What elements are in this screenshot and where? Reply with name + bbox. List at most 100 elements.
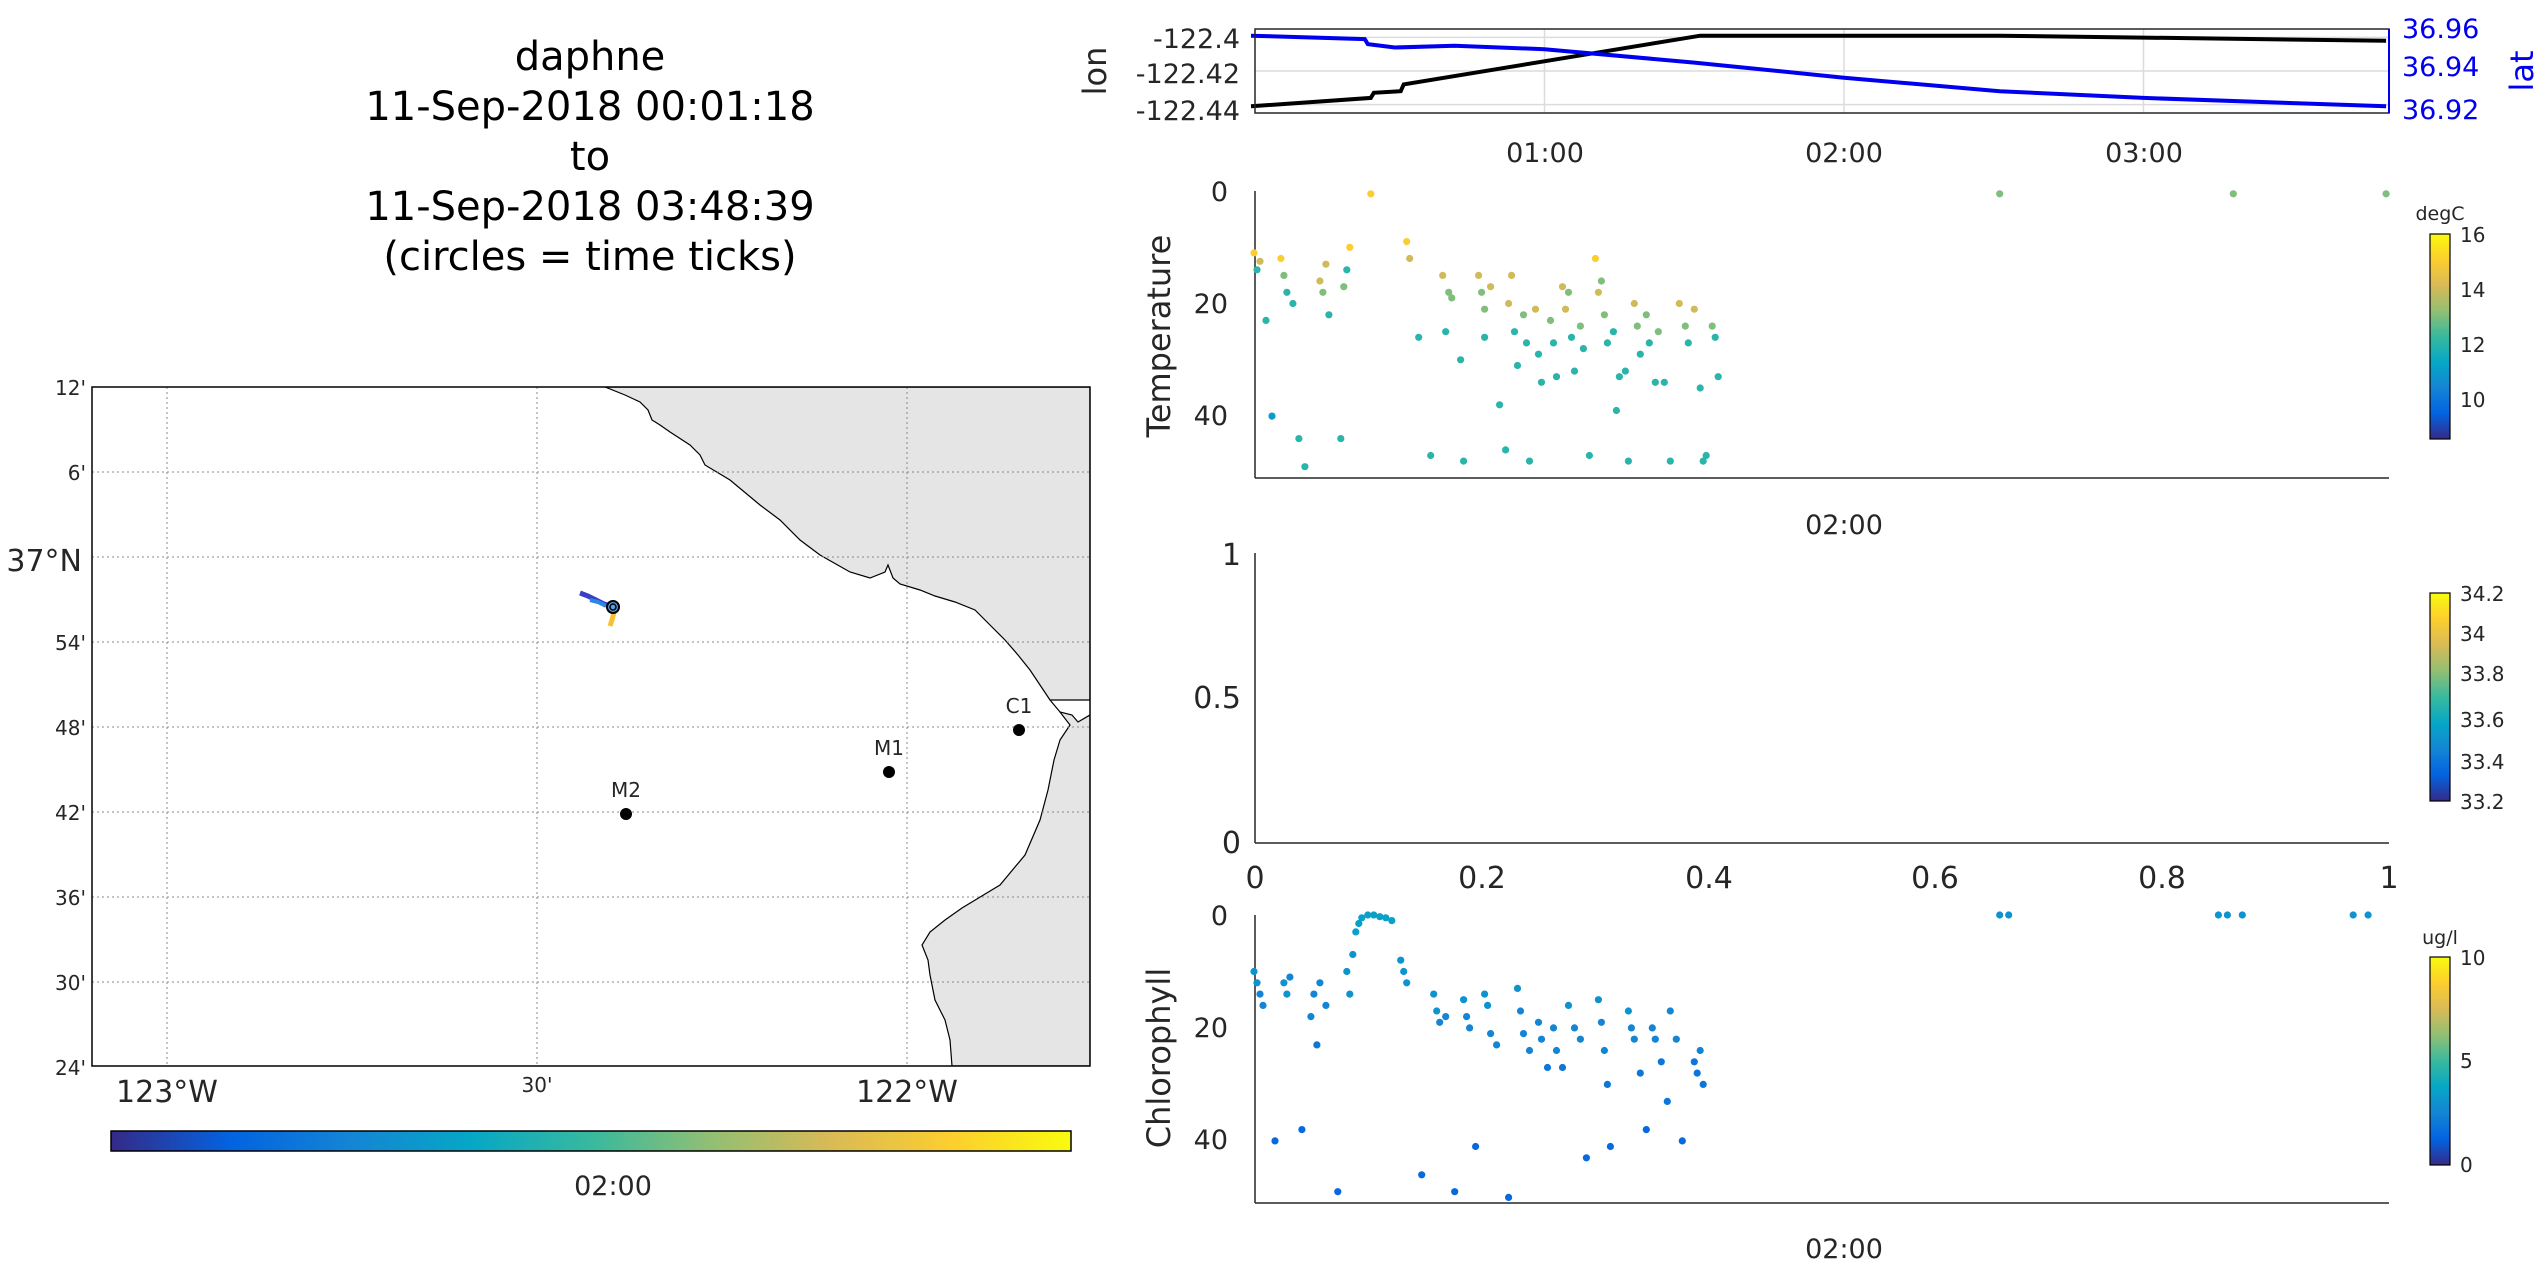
chl-colorbar-tick: 5: [2460, 1049, 2473, 1073]
temperature-point: [1702, 451, 1710, 460]
vehicle-track: [579, 590, 620, 627]
chlorophyll-point: [1358, 914, 1366, 922]
station-c1-marker: [1013, 724, 1025, 736]
temp-x-tick: 02:00: [1805, 510, 1883, 541]
chlorophyll-point: [1484, 1001, 1492, 1010]
time-tick: 02:00: [1805, 138, 1883, 169]
temperature-point: [1525, 457, 1534, 465]
chlorophyll-point: [1316, 979, 1324, 987]
chl-y-tick: 40: [1194, 1125, 1228, 1156]
temperature-point: [1280, 271, 1288, 279]
chlorophyll-point: [1513, 984, 1522, 993]
lat-tick: 42': [55, 801, 86, 825]
chlorophyll-point: [1418, 1171, 1426, 1179]
salinity-x-tick: 0.4: [1685, 861, 1733, 896]
temperature-panel: 0 20 40 02:00 Temperature degC 16 14 12 …: [1140, 177, 2485, 541]
temperature-point: [1594, 288, 1602, 296]
chl-colorbar-label: ug/l: [2422, 927, 2458, 949]
station-m2-label: M2: [611, 778, 641, 802]
chlorophyll-point: [1552, 1046, 1561, 1055]
temperature-point: [1603, 339, 1611, 347]
lon-tick: -122.44: [1136, 96, 1240, 127]
chlorophyll-point: [2005, 911, 2013, 919]
chlorophyll-point: [1280, 979, 1288, 987]
chlorophyll-point: [1627, 1024, 1635, 1032]
lon-tick: -122.4: [1153, 24, 1240, 55]
lat-series-line: [1250, 33, 2387, 109]
temperature-point: [1651, 378, 1659, 386]
chlorophyll-point: [1388, 917, 1396, 925]
chlorophyll-point: [1996, 911, 2004, 919]
chlorophyll-point: [1253, 979, 1261, 987]
chlorophyll-point: [1364, 911, 1372, 919]
stations: C1 M1 M2: [611, 694, 1032, 820]
temperature-point: [1561, 305, 1570, 313]
chlorophyll-point: [1672, 1035, 1680, 1043]
chlorophyll-point: [1436, 1018, 1444, 1026]
temperature-point: [1322, 260, 1330, 268]
lat-tick: 36': [55, 886, 86, 910]
temperature-point: [1660, 378, 1668, 386]
temp-colorbar-tick: 12: [2460, 333, 2485, 357]
chlorophyll-point: [1534, 1018, 1543, 1026]
chlorophyll-point: [1346, 990, 1354, 998]
temperature-point: [1996, 190, 2004, 198]
temperature-point: [1439, 271, 1447, 279]
temperature-point: [1558, 283, 1567, 291]
temperature-point: [1325, 311, 1333, 319]
temperature-point: [1460, 457, 1468, 465]
chlorophyll-point: [1666, 1007, 1674, 1015]
temperature-point: [1630, 299, 1638, 308]
chlorophyll-point: [2364, 911, 2372, 919]
temp-y-tick: 40: [1194, 401, 1228, 432]
temperature-point: [1597, 277, 1605, 285]
salinity-x-tick: 1: [2379, 861, 2398, 896]
temperature-point: [1337, 435, 1345, 443]
station-c1-label: C1: [1006, 694, 1033, 718]
temperature-point: [1696, 384, 1704, 392]
temperature-point: [1487, 283, 1495, 291]
chlorophyll-point: [1334, 1188, 1342, 1196]
chlorophyll-point: [1307, 1013, 1315, 1021]
salinity-y-tick: 0: [1222, 826, 1241, 861]
lon-tick: -122.42: [1136, 59, 1240, 90]
temperature-point: [1522, 339, 1531, 347]
temp-colorbar: [2429, 233, 2451, 440]
temperature-point: [1496, 401, 1504, 409]
chlorophyll-point: [1481, 990, 1489, 998]
figure-title: daphne 11-Sep-2018 00:01:18 to 11-Sep-20…: [260, 32, 920, 282]
temperature-point: [1546, 316, 1555, 324]
end-time: 11-Sep-2018 03:48:39: [365, 184, 815, 230]
time-tick-circle: [606, 600, 620, 614]
lat-tick: 36.92: [2402, 95, 2479, 126]
chlorophyll-point: [2349, 911, 2357, 919]
temperature-point: [1564, 288, 1573, 296]
salinity-y-tick: 0.5: [1193, 681, 1241, 716]
temperature-point: [1406, 254, 1414, 263]
salinity-colorbar: [2429, 592, 2451, 802]
temperature-point: [1570, 367, 1579, 375]
chl-colorbar-tick: 0: [2460, 1153, 2473, 1177]
temp-y-tick: 0: [1211, 177, 1228, 208]
salinity-colorbar-tick: 34: [2460, 622, 2485, 646]
temperature-point: [1340, 283, 1348, 291]
temperature-point: [1262, 316, 1270, 324]
chlorophyll-point: [1382, 914, 1390, 922]
chlorophyll-point: [1600, 1046, 1608, 1055]
temperature-point: [1654, 328, 1662, 336]
chlorophyll-point: [1516, 1007, 1525, 1015]
temperature-point: [1478, 288, 1486, 296]
temp-colorbar-tick: 14: [2460, 278, 2485, 302]
salinity-colorbar-tick: 34.2: [2460, 582, 2505, 606]
chlorophyll-point: [1624, 1007, 1632, 1015]
chlorophyll-point: [1433, 1007, 1441, 1015]
temperature-point: [1268, 412, 1276, 420]
chlorophyll-point: [1271, 1137, 1279, 1145]
chlorophyll-point: [1582, 1154, 1590, 1162]
lon-series-line: [1250, 33, 2387, 109]
temperature-point: [1508, 271, 1516, 279]
temperature-point: [1442, 328, 1450, 336]
map-panel: 12' 6' 37°N 54' 48' 42' 36' 30' 24' 123°…: [6, 376, 1091, 1202]
chlorophyll-point: [1648, 1024, 1656, 1032]
station-m2-marker: [620, 808, 632, 820]
